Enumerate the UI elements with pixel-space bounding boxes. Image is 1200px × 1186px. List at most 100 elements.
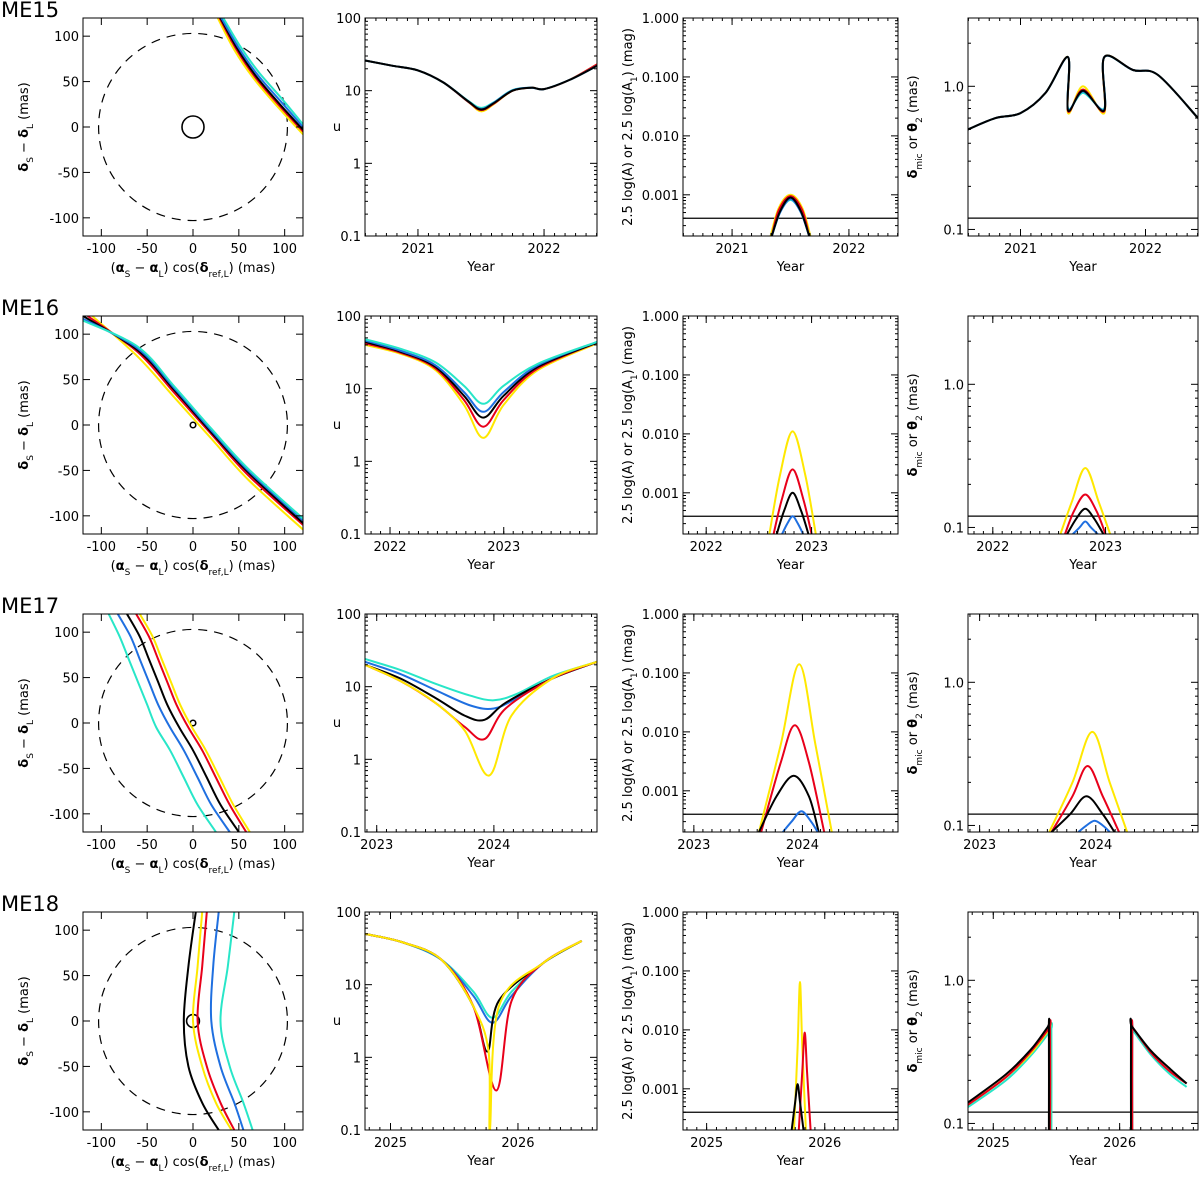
y-tick-label: 100 bbox=[54, 30, 79, 45]
row-title: ME15 bbox=[1, 0, 59, 22]
series-line-yellow bbox=[191, 912, 233, 1130]
series-line-yellow bbox=[91, 316, 303, 531]
lens-circle bbox=[181, 115, 205, 139]
x-axis-label: Year bbox=[1068, 1154, 1097, 1169]
series-line-yellow bbox=[758, 663, 833, 832]
x-axis-label: Year bbox=[1068, 856, 1097, 871]
y-tick-label: 0.1 bbox=[340, 230, 361, 245]
x-tick-label: 2023 bbox=[360, 838, 393, 853]
y-tick-label: 0.100 bbox=[642, 71, 679, 86]
y-axis-label: δmic or θ2 (mas) bbox=[906, 373, 925, 476]
x-tick-label: 2021 bbox=[1004, 242, 1037, 257]
plot-area bbox=[683, 193, 898, 236]
series-line-black bbox=[1129, 1017, 1188, 1130]
y-tick-label: 100 bbox=[54, 328, 79, 343]
y-tick-label: -50 bbox=[58, 762, 79, 777]
series-line-black bbox=[219, 18, 303, 131]
x-tick-label: 2021 bbox=[401, 242, 434, 257]
panel-delta: 2023 2024 0.1 1.0 δmic or θ2 (mas) Year bbox=[906, 613, 1199, 871]
einstein-ring bbox=[97, 628, 289, 818]
row-me17: ME17 -100 -50 0 50 100 -100 -50 0 50 100 δS − δL (m… bbox=[1, 594, 1199, 876]
x-tick-label: 100 bbox=[272, 242, 297, 257]
x-tick-label: 2022 bbox=[832, 242, 865, 257]
series-line-red bbox=[968, 1019, 1052, 1130]
series-line-blue bbox=[116, 614, 231, 832]
y-tick-label: 1 bbox=[353, 753, 361, 768]
series-line-blue bbox=[220, 18, 303, 128]
y-axis-label: 2.5 log(A) or 2.5 log(A1) (mag) bbox=[621, 326, 640, 524]
y-tick-label: 1 bbox=[353, 157, 361, 172]
series-line-black bbox=[1050, 795, 1116, 832]
y-axis-label: δmic or θ2 (mas) bbox=[906, 671, 925, 774]
y-tick-label: 0.001 bbox=[642, 785, 679, 800]
series-line-blue bbox=[365, 339, 597, 413]
series-line-black bbox=[83, 316, 303, 524]
series-line-yellow bbox=[1059, 467, 1112, 534]
y-tick-label: 100 bbox=[336, 310, 361, 325]
series-line-red bbox=[218, 18, 303, 133]
y-tick-label: 10 bbox=[344, 383, 361, 398]
lens-circle bbox=[189, 421, 197, 429]
y-tick-label: 50 bbox=[62, 76, 79, 91]
x-tick-label: 50 bbox=[231, 540, 248, 555]
plot-area bbox=[83, 316, 303, 531]
y-tick-label: 0.100 bbox=[642, 667, 679, 682]
x-tick-label: 0 bbox=[189, 1136, 197, 1151]
einstein-ring bbox=[97, 330, 289, 520]
x-tick-label: 2026 bbox=[501, 1136, 534, 1151]
x-axis-label: Year bbox=[466, 1154, 495, 1169]
x-tick-label: -100 bbox=[87, 540, 117, 555]
panel-u: 2023 2024 0.1 1 10 100 u Year bbox=[333, 608, 598, 871]
y-axis-label: δS − δL (mas) bbox=[17, 678, 36, 767]
series-line-yellow bbox=[365, 932, 583, 1130]
y-tick-label: 1.000 bbox=[642, 310, 679, 325]
x-tick-label: 2022 bbox=[976, 540, 1009, 555]
x-tick-label: 100 bbox=[272, 540, 297, 555]
series-line-red bbox=[87, 316, 303, 526]
einstein-ring bbox=[97, 926, 289, 1116]
x-tick-label: -100 bbox=[87, 1136, 117, 1151]
row-title: ME17 bbox=[1, 594, 59, 618]
x-tick-label: 2022 bbox=[1129, 242, 1162, 257]
y-tick-label: 1.0 bbox=[943, 974, 964, 989]
y-tick-label: -100 bbox=[49, 808, 79, 823]
plot-frame bbox=[682, 613, 899, 833]
series-line-red bbox=[365, 932, 583, 1092]
series-line-yellow bbox=[138, 614, 251, 832]
y-tick-label: -50 bbox=[58, 166, 79, 181]
y-axis-label: (αS − αL) cos(δref,L) (mas) bbox=[111, 261, 276, 280]
y-tick-label: -50 bbox=[58, 464, 79, 479]
plot-area bbox=[365, 59, 597, 113]
y-tick-label: -100 bbox=[49, 1106, 79, 1121]
series-line-yellow bbox=[365, 59, 597, 113]
x-tick-label: 2026 bbox=[808, 1136, 841, 1151]
y-tick-label: 100 bbox=[336, 906, 361, 921]
plot-frame bbox=[364, 17, 598, 237]
y-tick-label: 0.001 bbox=[642, 1083, 679, 1098]
plot-frame bbox=[364, 315, 598, 535]
plot-frame bbox=[82, 17, 304, 237]
y-tick-label: 10 bbox=[344, 681, 361, 696]
series-line-cyan bbox=[83, 319, 303, 520]
plot-area bbox=[365, 338, 597, 439]
y-tick-label: 0.1 bbox=[943, 1117, 964, 1132]
x-axis-label: Year bbox=[466, 260, 495, 275]
series-line-cyan bbox=[365, 658, 597, 702]
row-title: ME16 bbox=[1, 296, 59, 320]
plot-area bbox=[968, 1017, 1198, 1130]
series-line-red bbox=[365, 59, 597, 112]
series-line-blue bbox=[83, 317, 303, 522]
y-tick-label: 1.0 bbox=[943, 676, 964, 691]
x-tick-label: 2025 bbox=[977, 1136, 1010, 1151]
y-tick-label: 100 bbox=[336, 12, 361, 27]
row-me15: ME15 -100 -50 0 50 100 -100 -50 0 50 100 δS − δL (m… bbox=[1, 0, 1199, 280]
x-tick-label: 2022 bbox=[527, 242, 560, 257]
x-tick-label: 2024 bbox=[477, 838, 510, 853]
series-line-blue bbox=[781, 515, 805, 534]
series-line-yellow bbox=[793, 981, 807, 1130]
series-line-black bbox=[968, 54, 1198, 131]
panel-delta: 2021 2022 0.1 1.0 δmic or θ2 (mas) Year bbox=[906, 17, 1199, 275]
y-tick-label: 50 bbox=[62, 374, 79, 389]
